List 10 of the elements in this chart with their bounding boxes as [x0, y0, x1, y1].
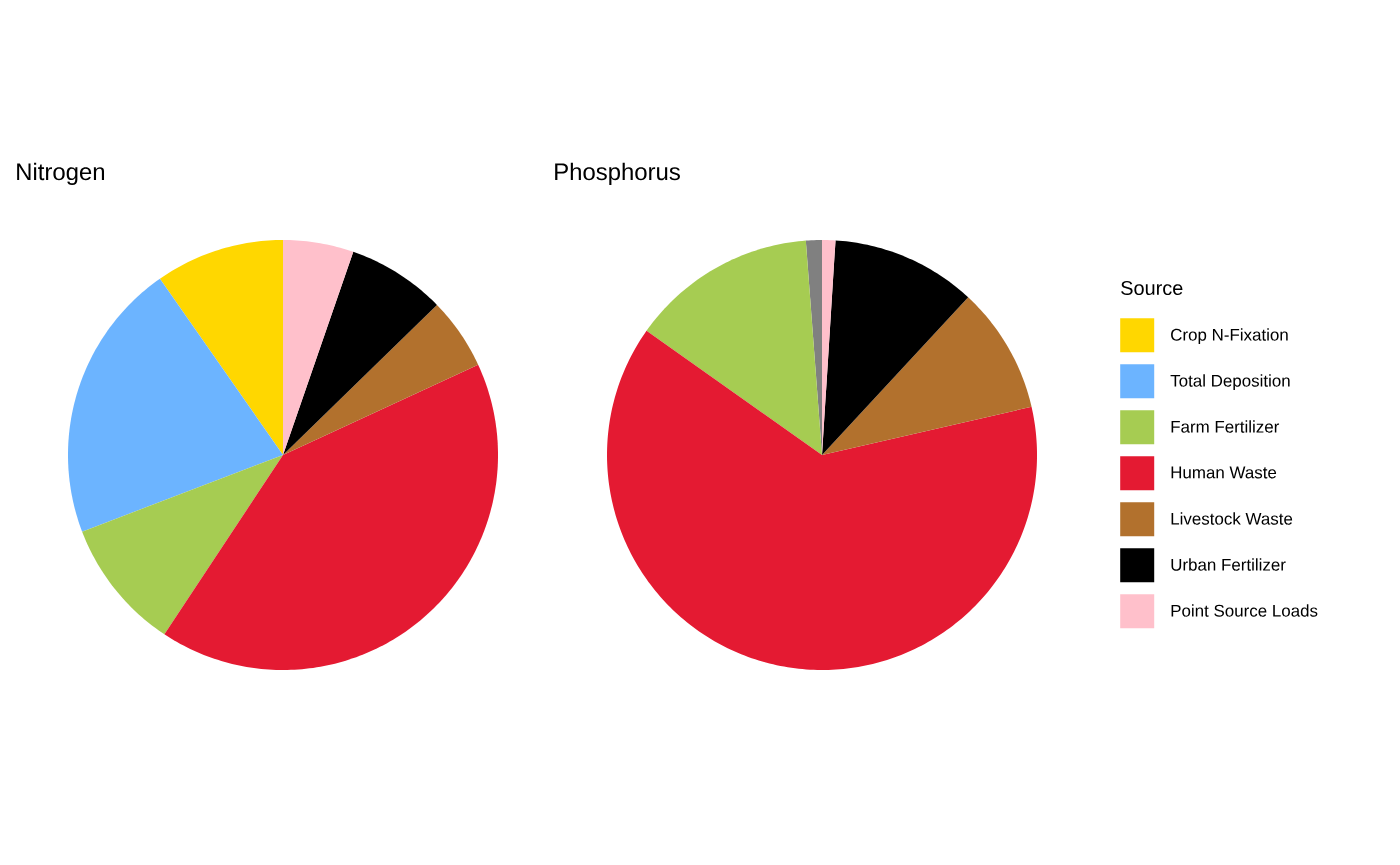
legend-label: Farm Fertilizer	[1171, 420, 1280, 433]
legend-title: Source	[1121, 280, 1183, 296]
legend-label: Urban Fertilizer	[1171, 558, 1286, 571]
legend-label: Human Waste	[1171, 466, 1277, 479]
slice-label: Phosphorus	[555, 162, 680, 185]
legend-label: Point Source Loads	[1171, 604, 1318, 617]
legend-label: Livestock Waste	[1171, 512, 1293, 525]
legend-label: Crop N-Fixation	[1171, 328, 1288, 345]
slice-label: Nitrogen	[17, 162, 105, 185]
legend-label: Total Deposition	[1170, 374, 1290, 391]
